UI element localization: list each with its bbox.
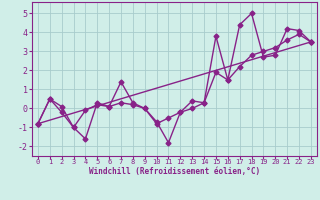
- X-axis label: Windchill (Refroidissement éolien,°C): Windchill (Refroidissement éolien,°C): [89, 167, 260, 176]
